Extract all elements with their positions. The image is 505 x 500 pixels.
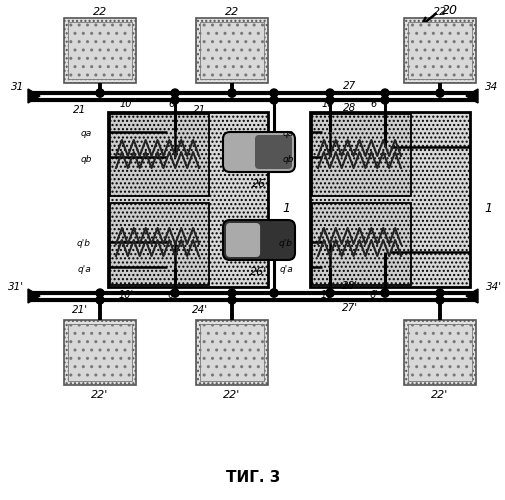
Text: 20: 20 xyxy=(441,4,457,16)
Circle shape xyxy=(228,89,235,97)
Text: 27': 27' xyxy=(341,303,358,313)
Text: 21': 21' xyxy=(72,305,88,315)
Bar xyxy=(407,324,471,381)
FancyBboxPatch shape xyxy=(223,132,294,172)
Text: 22': 22' xyxy=(91,390,109,400)
Text: 22': 22' xyxy=(223,390,240,400)
Text: qa: qa xyxy=(80,130,91,138)
Bar xyxy=(312,114,410,196)
Bar xyxy=(195,320,268,385)
Circle shape xyxy=(96,289,104,297)
Circle shape xyxy=(325,96,333,104)
Text: 1: 1 xyxy=(483,202,491,215)
Text: qb: qb xyxy=(282,154,293,164)
Bar xyxy=(403,320,475,385)
Bar xyxy=(68,324,132,381)
Text: 6: 6 xyxy=(370,99,376,109)
Circle shape xyxy=(270,289,277,297)
Text: 6': 6' xyxy=(369,290,378,300)
Circle shape xyxy=(380,96,388,104)
FancyBboxPatch shape xyxy=(226,223,260,257)
Text: 31': 31' xyxy=(8,282,24,292)
Bar xyxy=(68,22,132,79)
Bar xyxy=(108,112,268,287)
Circle shape xyxy=(270,289,277,297)
Polygon shape xyxy=(28,89,40,103)
Bar xyxy=(64,18,136,83)
Text: 27: 27 xyxy=(343,81,356,91)
Circle shape xyxy=(171,96,179,104)
Circle shape xyxy=(171,289,179,297)
Polygon shape xyxy=(465,89,477,103)
Bar xyxy=(110,203,209,285)
Text: 1: 1 xyxy=(281,202,289,215)
Text: 34': 34' xyxy=(485,282,501,292)
Circle shape xyxy=(96,296,104,304)
Circle shape xyxy=(96,89,104,97)
Text: 21: 21 xyxy=(193,105,206,115)
Circle shape xyxy=(228,89,235,97)
Text: 31: 31 xyxy=(11,82,25,92)
Text: 22: 22 xyxy=(224,7,239,17)
Bar xyxy=(199,324,264,381)
Circle shape xyxy=(171,89,179,97)
Bar xyxy=(110,114,209,196)
Circle shape xyxy=(435,289,443,297)
Bar xyxy=(199,22,264,79)
Text: 21: 21 xyxy=(73,105,86,115)
Circle shape xyxy=(435,89,443,97)
Text: q'a: q'a xyxy=(279,264,292,274)
Text: 28: 28 xyxy=(343,103,356,113)
Circle shape xyxy=(325,289,333,297)
Circle shape xyxy=(435,296,443,304)
Text: 26': 26' xyxy=(250,267,267,277)
FancyBboxPatch shape xyxy=(255,135,291,169)
Text: 10: 10 xyxy=(321,99,334,109)
Text: 6': 6' xyxy=(167,290,176,300)
Bar xyxy=(310,112,469,287)
Text: 22: 22 xyxy=(432,7,446,17)
Text: 6: 6 xyxy=(169,99,175,109)
Text: 10: 10 xyxy=(120,99,132,109)
Circle shape xyxy=(380,89,388,97)
Bar xyxy=(64,320,136,385)
Circle shape xyxy=(228,296,235,304)
Text: 10': 10' xyxy=(320,290,335,300)
Circle shape xyxy=(380,289,388,297)
Circle shape xyxy=(325,89,333,97)
Circle shape xyxy=(325,289,333,297)
Bar xyxy=(312,203,410,285)
Text: q'b: q'b xyxy=(278,240,292,248)
Text: 10': 10' xyxy=(118,290,133,300)
Text: 24': 24' xyxy=(191,305,208,315)
Circle shape xyxy=(96,89,104,97)
Circle shape xyxy=(171,289,179,297)
Text: 28': 28' xyxy=(341,281,358,291)
Text: ΤИГ. 3: ΤИГ. 3 xyxy=(225,470,280,486)
Text: qa: qa xyxy=(282,130,293,138)
Circle shape xyxy=(380,289,388,297)
Text: q'b: q'b xyxy=(77,240,91,248)
Text: 22: 22 xyxy=(93,7,107,17)
Polygon shape xyxy=(465,289,477,303)
Text: qb: qb xyxy=(80,154,91,164)
Polygon shape xyxy=(28,289,40,303)
Bar xyxy=(195,18,268,83)
Text: q'a: q'a xyxy=(77,264,91,274)
Circle shape xyxy=(270,89,277,97)
Text: 22': 22' xyxy=(431,390,448,400)
Text: 26: 26 xyxy=(251,179,266,189)
Circle shape xyxy=(228,289,235,297)
Text: 34: 34 xyxy=(484,82,497,92)
Bar xyxy=(407,22,471,79)
FancyBboxPatch shape xyxy=(223,220,294,260)
Circle shape xyxy=(270,96,277,104)
Bar xyxy=(403,18,475,83)
Circle shape xyxy=(435,89,443,97)
